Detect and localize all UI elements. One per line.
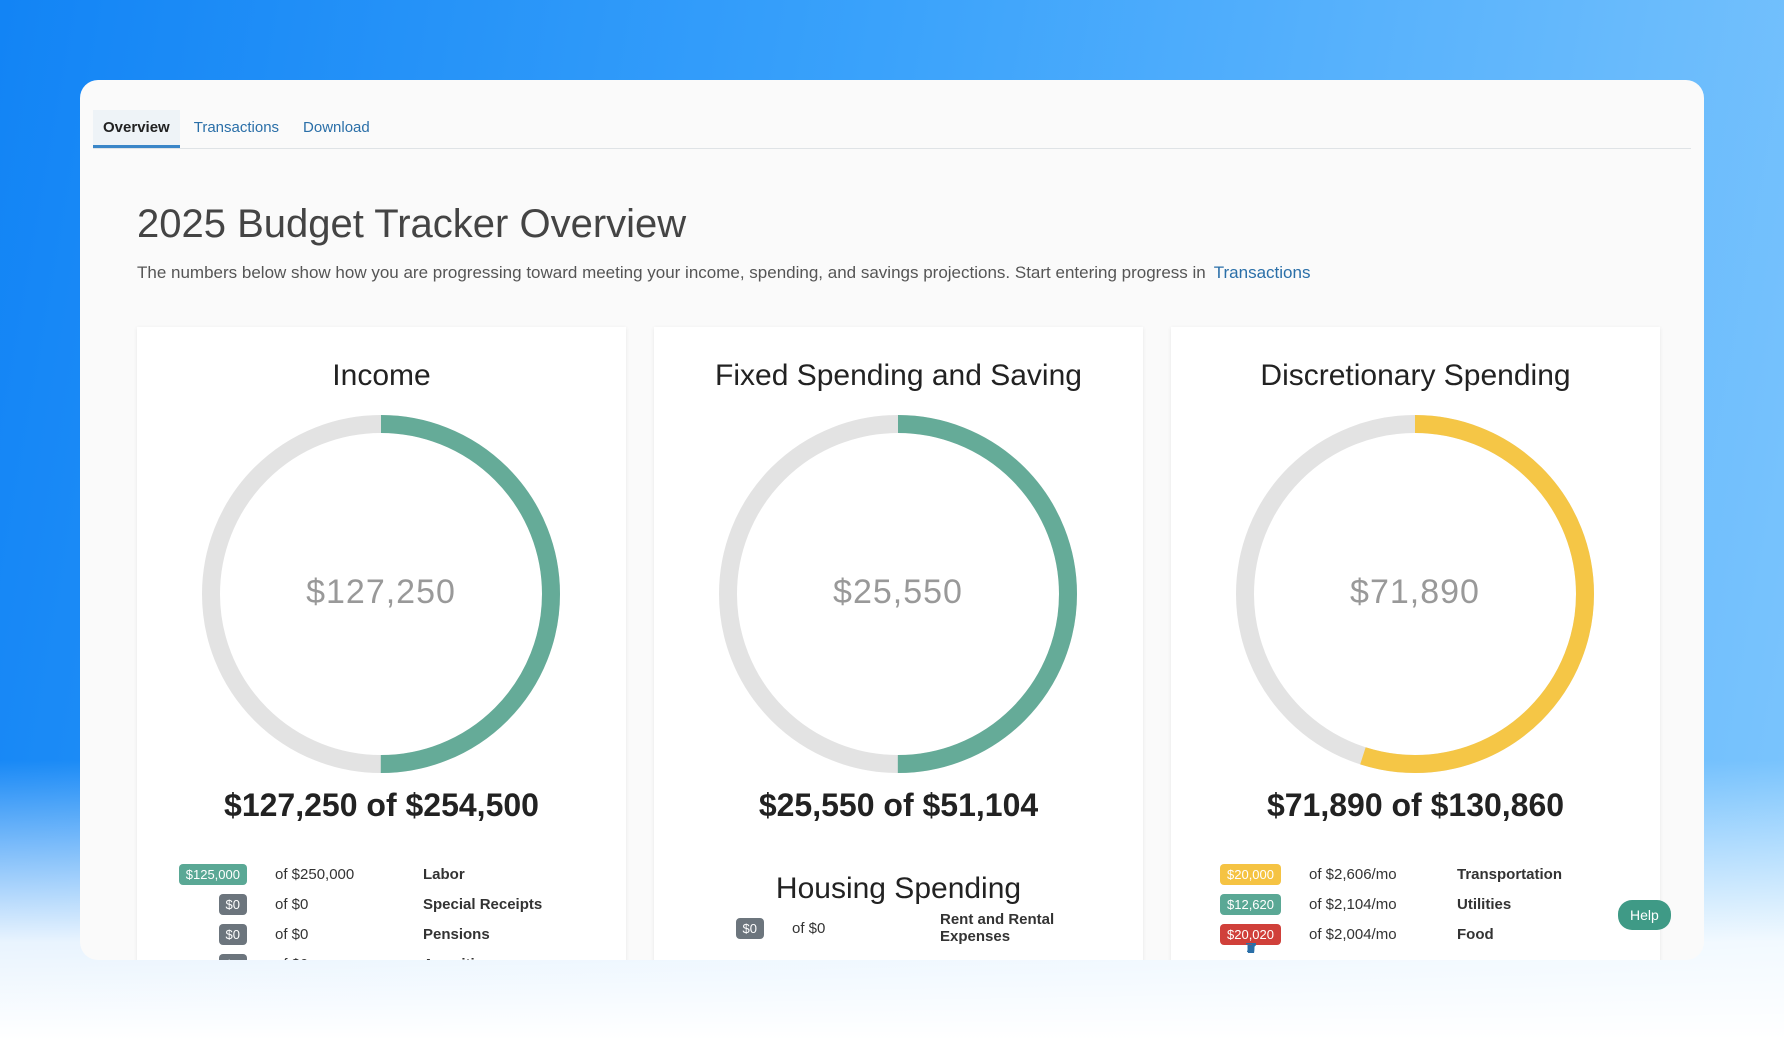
rows: $0 of $0 Rent and Rental Expenses — [684, 911, 1140, 945]
ring-progress — [202, 415, 560, 773]
row: $0 of $0 Rent and Rental Expenses — [684, 911, 1140, 945]
delete-shape — [1246, 943, 1256, 953]
row: $125,000 of $250,000 Labor — [167, 859, 623, 889]
row: $0 of $0 Annuities — [167, 949, 623, 960]
target: of $0 — [792, 919, 826, 937]
label-text: Utilities — [1457, 895, 1512, 913]
badge: $0 — [218, 923, 247, 945]
tab[interactable]: Transactions — [193, 119, 280, 136]
page-title: 2025 Budget Tracker Overview — [137, 202, 687, 246]
label-text: Labor — [423, 865, 465, 883]
row-label: Labor — [423, 866, 623, 883]
rows: $125,000 of $250,000 Labor $0 of $0 Special R… — [167, 859, 623, 960]
section-title: Housing Spending — [775, 872, 1022, 905]
target: of $0 — [275, 895, 309, 913]
ring-value: $25,550 — [833, 573, 963, 611]
target: of $250,000 — [275, 865, 355, 883]
badge: $0 — [735, 917, 764, 939]
row: $20,000 of $2,606/mo Transportation — [1201, 859, 1657, 953]
rows: $20,000 of $2,606/mo Transportation $12,620… — [1201, 859, 1657, 953]
badge: $0 — [218, 953, 247, 960]
app-window: Overview Transactions Download 2025 Budg… — [80, 80, 1704, 960]
card-title: Income — [332, 359, 431, 392]
badge: $20,000 — [1220, 863, 1281, 885]
target: of $0 — [275, 925, 309, 943]
row-label: Special Receipts — [423, 896, 623, 913]
progress-ring: $71,890 — [1236, 415, 1594, 773]
badge: $0 — [218, 893, 247, 915]
help-button[interactable]: Help — [1618, 900, 1671, 930]
badge: $20,020 — [1220, 923, 1281, 945]
target: of $2,004/mo — [1309, 925, 1397, 943]
summary: $71,890 of $130,860 — [1266, 787, 1565, 823]
card: Discretionary Spending $71,890 $71,890 of … — [1171, 327, 1660, 960]
progress-ring: $127,250 — [202, 415, 560, 773]
row: $0 of $0 Pensions — [167, 919, 623, 949]
card-title: Discretionary Spending — [1260, 359, 1571, 392]
label-text: Pensions — [423, 925, 490, 943]
label-text: Annuities — [423, 956, 491, 961]
link[interactable]: Transactions — [1213, 263, 1311, 282]
label-text: Special Receipts — [423, 895, 543, 913]
delete-icon[interactable] — [1245, 941, 1257, 954]
tab[interactable]: Overview — [93, 110, 180, 148]
tab[interactable]: Download — [303, 119, 370, 136]
card-title: Fixed Spending and Saving — [715, 359, 1082, 392]
summary: $25,550 of $51,104 — [758, 787, 1039, 823]
badge: $12,620 — [1220, 893, 1281, 915]
target: of $0 — [275, 956, 395, 961]
card: Fixed Spending and Saving $25,550 $25,550 … — [654, 327, 1143, 960]
summary: $127,250 of $254,500 — [224, 787, 539, 823]
help-label: Help — [1630, 907, 1659, 923]
row-label: Food — [1246, 925, 1657, 953]
label-text: Food — [1457, 925, 1494, 943]
row-label: Rent and Rental Expenses — [940, 911, 1140, 945]
target: of $2,104/mo — [1309, 895, 1397, 913]
tab-bar: Overview Transactions Download — [93, 110, 1691, 149]
badge: $125,000 — [178, 863, 247, 885]
ring-value: $127,250 — [306, 573, 456, 611]
target: of $2,606/mo — [1309, 865, 1397, 883]
row-label: Pensions — [423, 926, 623, 943]
label-text: Rent and Rental Expenses — [940, 911, 1055, 945]
description-text: The numbers below show how you are progr… — [137, 263, 1206, 282]
ring-progress — [719, 415, 1077, 773]
row: $20,020 of $2,004/mo Food — [1201, 919, 1657, 953]
row: $0 of $0 Special Receipts — [167, 889, 623, 919]
label-text: Transportation — [1457, 865, 1563, 883]
row: $12,620 of $2,104/mo Utilities — [1201, 889, 1657, 953]
row-label: Annuities — [423, 956, 623, 961]
row-label: Transportation — [1246, 865, 1657, 953]
progress-ring: $25,550 — [719, 415, 1077, 773]
ring-value: $71,890 — [1350, 573, 1480, 611]
description: The numbers below show how you are progr… — [137, 263, 1310, 283]
card: Income $127,250 $127,250 of $254,500 $125,0… — [137, 327, 626, 960]
ring-progress — [1236, 415, 1594, 773]
